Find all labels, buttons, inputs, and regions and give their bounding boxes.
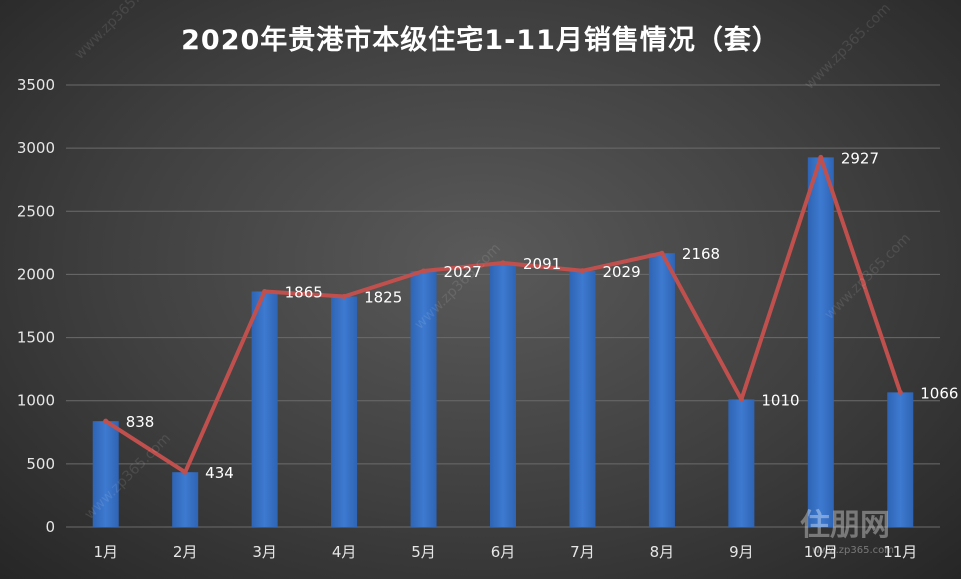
x-tick-label: 8月 bbox=[650, 543, 675, 561]
data-label: 2927 bbox=[841, 149, 879, 167]
chart-title: 2020年贵港市本级住宅1-11月销售情况（套） bbox=[181, 25, 780, 56]
watermark-logo-url: www.zp365.com bbox=[812, 545, 894, 556]
watermark-text: www.zp365.com bbox=[822, 230, 915, 323]
bar bbox=[331, 296, 358, 527]
data-label: 1865 bbox=[285, 283, 323, 301]
data-label: 434 bbox=[205, 464, 234, 482]
x-tick-label: 2月 bbox=[173, 543, 198, 561]
y-axis: 0 500 1000 1500 2000 2500 3000 3500 bbox=[17, 76, 55, 536]
line-point bbox=[659, 250, 665, 256]
y-tick-label: 2000 bbox=[17, 265, 55, 283]
bar bbox=[410, 271, 437, 527]
bar bbox=[92, 421, 119, 527]
data-label: 1066 bbox=[920, 384, 958, 402]
bar-series bbox=[92, 157, 914, 528]
x-tick-label: 11月 bbox=[883, 543, 917, 561]
x-tick-label: 1月 bbox=[93, 543, 118, 561]
data-label: 2027 bbox=[444, 263, 482, 281]
line-point bbox=[182, 469, 188, 475]
bar bbox=[490, 262, 516, 527]
data-labels: 838 434 1865 1825 2027 2091 2029 2168 1010 2927 10… bbox=[126, 149, 959, 482]
line-point bbox=[579, 268, 585, 274]
y-tick-label: 1000 bbox=[17, 392, 55, 410]
x-tick-label: 5月 bbox=[411, 543, 436, 561]
data-label: 2168 bbox=[682, 245, 720, 263]
line-point bbox=[818, 154, 824, 160]
watermark-logo: 住朋网 bbox=[800, 508, 890, 543]
line-point bbox=[897, 389, 903, 395]
line-point bbox=[500, 260, 506, 266]
line-point bbox=[738, 396, 744, 402]
y-tick-label: 500 bbox=[26, 455, 55, 473]
y-tick-label: 3500 bbox=[17, 76, 55, 94]
y-tick-label: 3000 bbox=[17, 139, 55, 157]
watermark-text: www.zp365.com bbox=[802, 0, 895, 93]
bar bbox=[251, 291, 278, 527]
data-label: 2091 bbox=[523, 255, 561, 273]
data-label: 1825 bbox=[364, 289, 402, 307]
line-series bbox=[103, 154, 903, 475]
bar bbox=[172, 472, 199, 527]
bar bbox=[648, 253, 675, 527]
bar bbox=[569, 270, 596, 527]
data-label: 2029 bbox=[602, 263, 640, 281]
x-tick-label: 6月 bbox=[491, 543, 516, 561]
bar bbox=[728, 399, 755, 527]
x-tick-label: 4月 bbox=[332, 543, 357, 561]
line-point bbox=[262, 288, 268, 294]
line-point bbox=[103, 418, 109, 424]
y-tick-label: 0 bbox=[45, 518, 55, 536]
bar bbox=[887, 392, 914, 527]
x-tick-label: 9月 bbox=[729, 543, 754, 561]
x-tick-label: 10月 bbox=[804, 543, 838, 561]
data-label: 838 bbox=[126, 413, 155, 431]
line-point bbox=[421, 268, 427, 274]
x-axis: 1月 2月 3月 4月 5月 6月 7月 8月 9月 10月 11月 bbox=[93, 543, 917, 561]
x-tick-label: 7月 bbox=[570, 543, 595, 561]
y-tick-label: 1500 bbox=[17, 329, 55, 347]
x-tick-label: 3月 bbox=[252, 543, 277, 561]
y-tick-label: 2500 bbox=[17, 202, 55, 220]
data-label: 1010 bbox=[761, 391, 799, 409]
watermark-text: www.zp365.com bbox=[72, 0, 165, 63]
line-point bbox=[341, 294, 347, 300]
bar bbox=[807, 157, 834, 528]
